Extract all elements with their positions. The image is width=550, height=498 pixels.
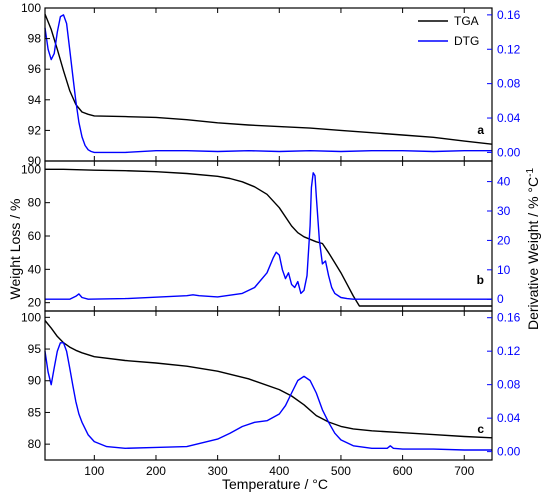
panel-frame-a <box>44 7 493 162</box>
series-line-dtg-a <box>44 14 492 154</box>
left-y-tick-label: 100 <box>21 162 41 176</box>
right-axis-title-sup: -1 <box>525 168 536 177</box>
x-tick-label: 700 <box>454 464 474 478</box>
left-y-tick-label: 40 <box>28 262 42 276</box>
legend-label-tga: TGA <box>454 14 479 28</box>
x-tick-label: 100 <box>84 464 104 478</box>
panel-frame-b <box>44 160 493 312</box>
series-line-tga-a <box>44 13 493 145</box>
left-y-tick-label: 80 <box>28 196 42 210</box>
left-y-tick-label: 90 <box>28 374 42 388</box>
right-y-tick-label: 0.12 <box>497 344 521 358</box>
x-tick-label: 200 <box>146 464 166 478</box>
left-axis-title: Weight Loss / % <box>7 199 23 300</box>
series-line-dtg-b <box>45 172 492 300</box>
left-y-tick-label: 94 <box>28 93 42 107</box>
panel-a: 90 92 94 96 98 100 0.00 0.04 0.08 0.12 0.16 a TGA DTG <box>21 1 521 168</box>
left-y-tick-label: 98 <box>28 32 42 46</box>
right-y-tick-label: 0.08 <box>497 378 521 392</box>
right-y-tick-label: 0.12 <box>497 42 521 56</box>
series-line-dtg-c <box>44 342 492 451</box>
panel-label: b <box>477 273 484 287</box>
right-y-tick-label: 0.16 <box>497 8 521 22</box>
right-y-tick-label: 0.16 <box>497 311 521 325</box>
panel-label: a <box>477 123 484 137</box>
left-y-tick-label: 90 <box>28 154 42 168</box>
right-y-tick-label: 0.04 <box>497 411 521 425</box>
x-axis-title: Temperature / °C <box>222 476 328 492</box>
right-y-tick-label: 20 <box>497 233 511 247</box>
right-axis-title: Derivative Weight / % °C-1 <box>525 168 542 331</box>
legend: TGA DTG <box>418 14 479 48</box>
legend-label-dtg: DTG <box>454 34 479 48</box>
panel-frame-c <box>44 310 493 461</box>
left-y-tick-label: 95 <box>28 342 42 356</box>
series-line-tga-b <box>45 168 492 307</box>
left-y-tick-label: 92 <box>28 123 42 137</box>
panel-b: 20 40 60 80 100 0 10 20 30 40 b <box>21 160 511 312</box>
x-tick-label: 300 <box>208 464 228 478</box>
left-y-tick-label: 100 <box>21 1 41 15</box>
panel-label: c <box>477 422 484 436</box>
x-tick-label: 600 <box>393 464 413 478</box>
left-y-tick-label: 96 <box>28 62 42 76</box>
right-axis-title-main: Derivative Weight / % °C <box>525 177 541 330</box>
right-y-tick-label: 0 <box>497 292 504 306</box>
right-y-tick-label: 10 <box>497 263 511 277</box>
panels: 90929496981000.000.040.080.120.16aTGADTG… <box>21 1 521 478</box>
right-y-tick-label: 0.08 <box>497 77 521 91</box>
left-y-tick-label: 20 <box>28 296 42 310</box>
left-y-tick-label: 60 <box>28 229 42 243</box>
x-tick-label: 400 <box>269 464 289 478</box>
x-tick-label: 500 <box>331 464 351 478</box>
left-y-tick-label: 85 <box>28 405 42 419</box>
left-y-tick-label: 80 <box>28 437 42 451</box>
left-y-tick-label: 100 <box>21 310 41 324</box>
panel-c: 100 200 300 400 500 600 700 80 85 90 95 100 0.00 0.04… <box>21 310 521 478</box>
right-y-tick-label: 0.00 <box>497 445 521 459</box>
right-y-tick-label: 0.04 <box>497 111 521 125</box>
series-line-tga-c <box>44 320 493 439</box>
right-y-tick-label: 0.00 <box>497 145 521 159</box>
right-y-tick-label: 40 <box>497 175 511 189</box>
right-y-tick-label: 30 <box>497 204 511 218</box>
